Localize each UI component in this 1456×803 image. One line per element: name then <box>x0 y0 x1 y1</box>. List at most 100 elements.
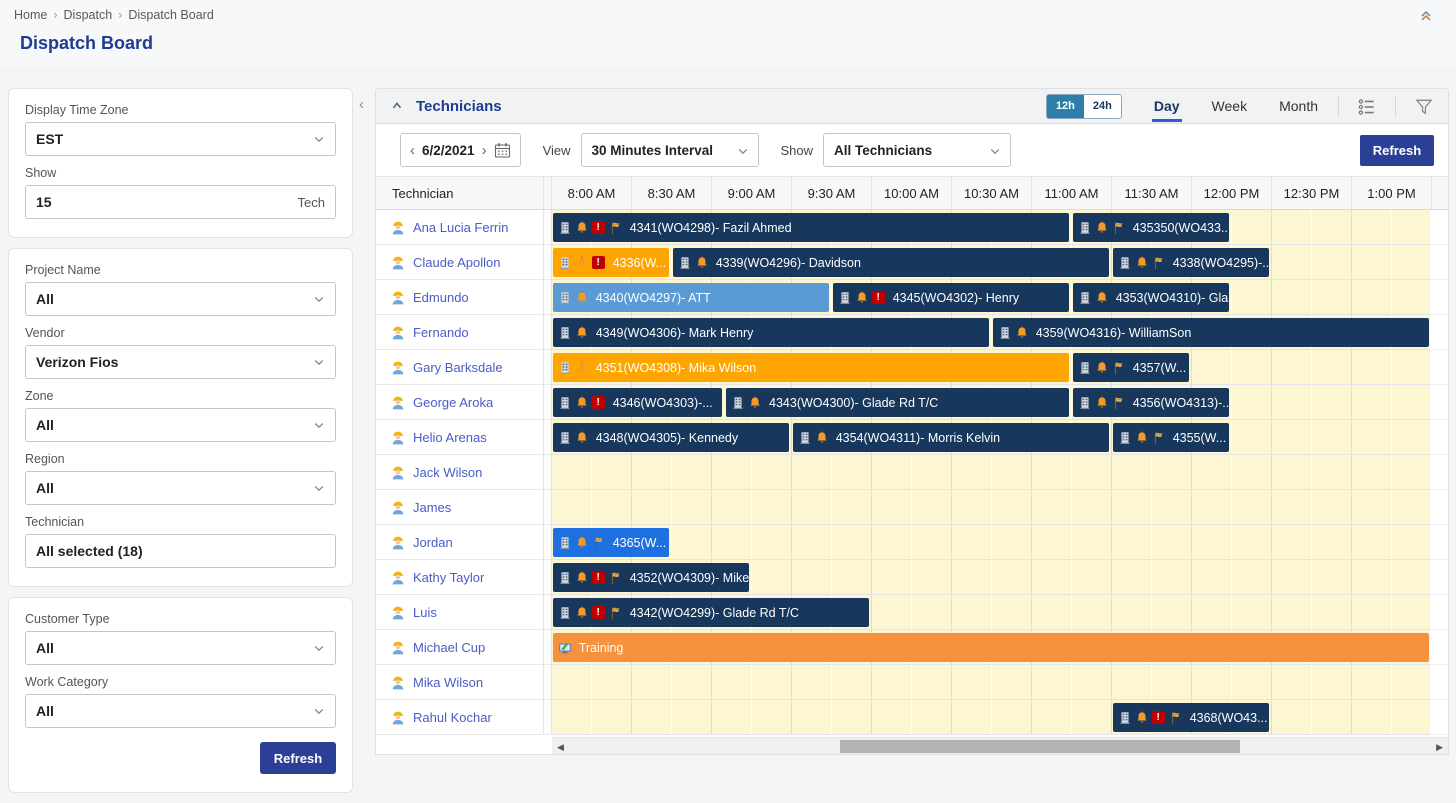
zone-select[interactable]: All <box>25 408 336 442</box>
technician-name-link[interactable]: Gary Barksdale <box>413 359 503 375</box>
scroll-left-icon[interactable]: ◀ <box>557 742 564 752</box>
building-icon <box>558 536 572 550</box>
breadcrumb-dispatch[interactable]: Dispatch <box>63 8 113 22</box>
interval-select[interactable]: 30 Minutes Interval <box>580 133 759 167</box>
technician-name-link[interactable]: Claude Apollon <box>413 254 501 270</box>
date-value[interactable]: 6/2/2021 <box>422 142 475 158</box>
bell-icon <box>815 430 829 445</box>
bar-label: 4348(WO4305)- Kennedy <box>595 430 739 445</box>
worker-icon <box>390 534 406 550</box>
worker-icon <box>390 324 406 340</box>
schedule-bar[interactable]: 4348(WO4305)- Kennedy <box>552 423 789 452</box>
schedule-bar[interactable]: ! 4346(WO4303)-... <box>552 388 723 417</box>
calendar-icon[interactable] <box>494 142 511 159</box>
technician-name-link[interactable]: Kathy Taylor <box>413 569 485 585</box>
schedule-bar[interactable]: 4355(W... <box>1112 423 1229 452</box>
technician-name-link[interactable]: Edmundo <box>413 289 469 305</box>
tab-month[interactable]: Month <box>1279 98 1318 114</box>
technician-name-cell: Edmundo <box>376 280 544 315</box>
technician-name-cell: Jordan <box>376 525 544 560</box>
panel-collapse-icon[interactable] <box>390 99 404 113</box>
technician-name-link[interactable]: Luis <box>413 604 437 620</box>
schedule-bar[interactable]: 4351(WO4308)- Mika Wilson <box>552 353 1069 382</box>
vendor-select[interactable]: Verizon Fios <box>25 345 336 379</box>
schedule-bar[interactable]: ! 4336(W... <box>552 248 669 277</box>
worker-icon <box>390 709 406 725</box>
technician-name-link[interactable]: Ana Lucia Ferrin <box>413 219 509 235</box>
breadcrumb-home[interactable]: Home <box>14 8 48 22</box>
row-timeline: ! 4336(W... 4339(WO4296)- Davidson 4338(WO4… <box>551 245 1431 280</box>
schedule-bar[interactable]: 4353(WO4310)- Gla... <box>1072 283 1229 312</box>
scrollbar-thumb[interactable] <box>840 740 1240 753</box>
sidebar-refresh-button[interactable]: Refresh <box>260 742 336 774</box>
list-view-icon[interactable] <box>1357 97 1377 117</box>
schedule-bar[interactable]: ! 4341(WO4298)- Fazil Ahmed <box>552 213 1069 242</box>
schedule-bar[interactable]: 4339(WO4296)- Davidson <box>672 248 1109 277</box>
work-category-select[interactable]: All <box>25 694 336 728</box>
technician-name-cell: Rahul Kochar <box>376 700 544 735</box>
bell-icon <box>575 430 589 445</box>
schedule-bar[interactable]: 435350(WO433... <box>1072 213 1229 242</box>
row-timeline <box>551 455 1431 490</box>
technician-name-link[interactable]: Fernando <box>413 324 469 340</box>
filter-funnel-icon[interactable] <box>1414 97 1434 117</box>
worker-icon <box>390 289 406 305</box>
schedule-bar[interactable]: 4357(W... <box>1072 353 1189 382</box>
toggle-24h[interactable]: 24h <box>1083 95 1121 118</box>
page-title: Dispatch Board <box>20 33 154 53</box>
timezone-select[interactable]: EST <box>25 122 336 156</box>
technician-name-link[interactable]: Jordan <box>413 534 453 550</box>
technician-name-link[interactable]: Michael Cup <box>413 639 486 655</box>
technician-name-link[interactable]: Jack Wilson <box>413 464 483 480</box>
horizontal-scrollbar[interactable]: ◀ ▶ <box>552 737 1448 754</box>
schedule-bar[interactable]: 4349(WO4306)- Mark Henry <box>552 318 989 347</box>
show-count-input[interactable]: 15 Tech <box>25 185 336 219</box>
collapse-all-icon[interactable] <box>1418 8 1434 24</box>
chevron-down-icon <box>314 297 324 303</box>
schedule-bar[interactable]: 4340(WO4297)- ATT <box>552 283 829 312</box>
customer-type-select[interactable]: All <box>25 631 336 665</box>
bell-icon <box>1095 290 1109 305</box>
schedule-bar[interactable]: 4356(WO4313)-... <box>1072 388 1229 417</box>
schedule-bar[interactable]: ! 4345(WO4302)- Henry <box>832 283 1069 312</box>
time-header: 9:00 AM <box>712 177 792 209</box>
schedule-bar[interactable]: 4359(WO4316)- WilliamSon <box>992 318 1429 347</box>
tab-day[interactable]: Day <box>1151 91 1182 122</box>
chevron-down-icon <box>314 709 324 715</box>
schedule-bar[interactable]: ! 4352(WO4309)- Mike <box>552 563 749 592</box>
toggle-12h[interactable]: 12h <box>1046 95 1084 118</box>
row-timeline: ! 4341(WO4298)- Fazil Ahmed 435350(WO433..… <box>551 210 1431 245</box>
project-select[interactable]: All <box>25 282 336 316</box>
technician-name-link[interactable]: Helio Arenas <box>413 429 487 445</box>
worker-icon <box>390 569 406 585</box>
technician-row: Jordan 4365(W... <box>376 525 1448 560</box>
technician-row: Edmundo 4340(WO4297)- ATT! 4345(WO4302)- H… <box>376 280 1448 315</box>
schedule-bar[interactable]: Training <box>552 633 1429 662</box>
schedule-bar[interactable]: 4365(W... <box>552 528 669 557</box>
technician-name-cell: Michael Cup <box>376 630 544 665</box>
bar-label: 4349(WO4306)- Mark Henry <box>595 325 754 340</box>
schedule-bar[interactable]: 4338(WO4295)-... <box>1112 248 1269 277</box>
schedule-bar[interactable]: ! 4342(WO4299)- Glade Rd T/C <box>552 598 869 627</box>
schedule-bar[interactable]: ! 4368(WO43... <box>1112 703 1269 732</box>
technician-name-link[interactable]: James <box>413 499 452 515</box>
sidebar-collapse-icon[interactable]: ‹ <box>359 96 364 113</box>
technician-name-link[interactable]: George Aroka <box>413 394 494 410</box>
schedule-toolbar: ‹ 6/2/2021 › View 30 Minutes Interval Sh… <box>376 124 1448 177</box>
next-day-icon[interactable]: › <box>481 141 487 159</box>
region-select[interactable]: All <box>25 471 336 505</box>
row-timeline: ! 4342(WO4299)- Glade Rd T/C <box>551 595 1431 630</box>
technician-name-link[interactable]: Mika Wilson <box>413 674 484 690</box>
schedule-bar[interactable]: 4343(WO4300)- Glade Rd T/C <box>726 388 1069 417</box>
row-timeline: 4340(WO4297)- ATT! 4345(WO4302)- Henry 435… <box>551 280 1431 315</box>
technician-name-link[interactable]: Rahul Kochar <box>413 709 492 725</box>
technician-multiselect[interactable]: All selected (18) <box>25 534 336 568</box>
tab-week[interactable]: Week <box>1211 98 1248 114</box>
scroll-right-icon[interactable]: ▶ <box>1436 742 1443 752</box>
prev-day-icon[interactable]: ‹ <box>410 141 415 159</box>
bell-icon <box>575 570 589 585</box>
schedule-bar[interactable]: 4354(WO4311)- Morris Kelvin <box>792 423 1109 452</box>
schedule-refresh-button[interactable]: Refresh <box>1360 135 1434 166</box>
date-picker: ‹ 6/2/2021 › <box>400 133 521 167</box>
technicians-show-select[interactable]: All Technicians <box>823 133 1012 167</box>
